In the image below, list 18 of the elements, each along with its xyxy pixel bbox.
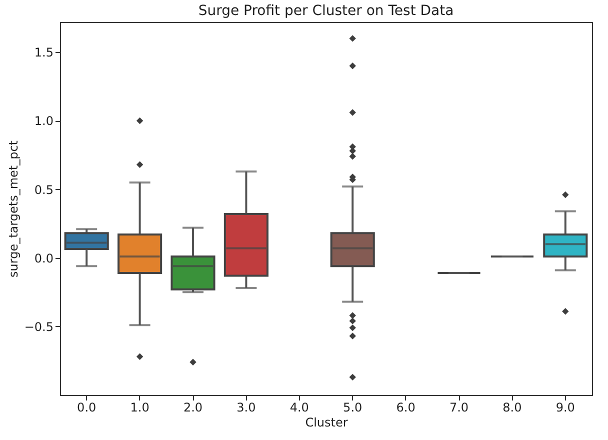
x-tick-label: 2.0 [183, 400, 203, 414]
x-tick-label: 7.0 [449, 400, 469, 414]
chart-title: Surge Profit per Cluster on Test Data [198, 3, 454, 19]
x-tick-label: 0.0 [77, 400, 96, 414]
y-tick-label: 0.5 [34, 182, 54, 197]
x-tick-label: 5.0 [343, 400, 362, 414]
x-tick-label: 8.0 [502, 400, 522, 414]
x-tick-label: 6.0 [396, 400, 416, 414]
y-tick-label: −0.5 [24, 320, 54, 334]
x-tick-label: 3.0 [236, 400, 256, 414]
x-tick-label: 9.0 [556, 400, 575, 414]
x-axis-title: Cluster [305, 416, 348, 430]
y-tick-label: 1.0 [34, 114, 54, 128]
x-tick-label: 1.0 [130, 400, 150, 414]
y-axis-title: surge_targets_met_pct [6, 140, 20, 278]
x-tick-label: 4.0 [290, 400, 309, 414]
y-tick-label: 1.5 [34, 46, 54, 60]
y-tick-label: 0.0 [34, 251, 54, 266]
